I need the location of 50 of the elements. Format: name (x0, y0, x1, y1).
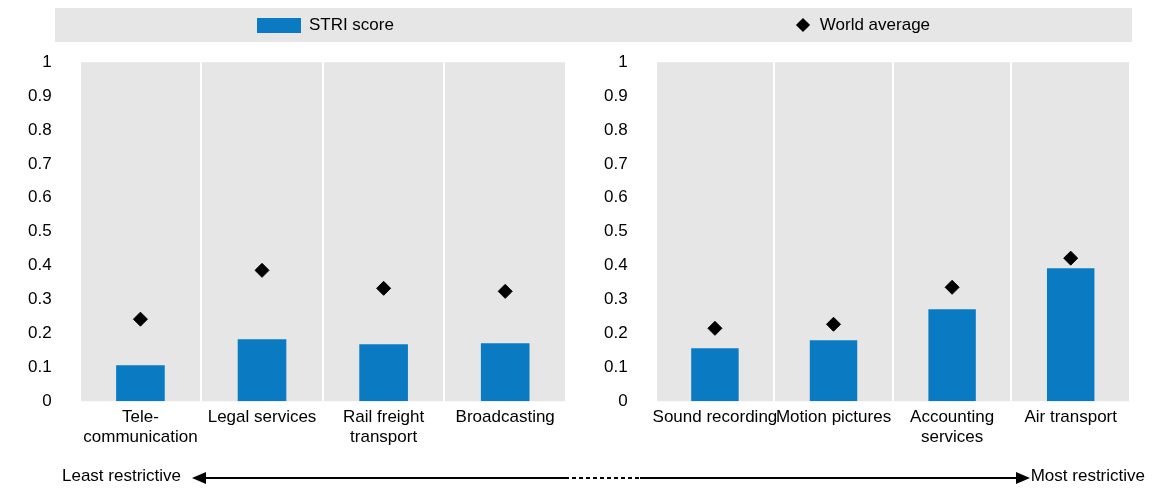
x-tick-label: Sound recording (652, 407, 778, 427)
y-tick-label: 0 (618, 390, 628, 410)
x-tick-label: Tele-communication (83, 407, 198, 447)
y-tick-label: 0.6 (27, 187, 52, 207)
legend-label: STRI score (308, 15, 394, 35)
y-tick-label: 0.4 (27, 255, 52, 275)
bar (928, 309, 976, 402)
y-tick-label: 0.7 (27, 153, 52, 173)
y-tick-label: 0.2 (27, 323, 52, 343)
y-tick-label: 0 (42, 390, 52, 410)
y-tick-label: 0.4 (603, 255, 628, 275)
y-tick-label: 0.9 (603, 85, 628, 105)
y-tick-label: 0.2 (603, 323, 628, 343)
y-tick-label: 0.5 (27, 221, 52, 241)
y-tick-label: 1 (618, 51, 628, 71)
bar (237, 339, 287, 402)
text: Most restrictive (1030, 466, 1145, 486)
bar (480, 343, 530, 402)
point (497, 283, 513, 299)
y-tick-label: 0.3 (603, 289, 628, 309)
y-tick-label: 0.8 (603, 119, 628, 139)
bar (359, 344, 408, 402)
x-tick-label: Air transport (1024, 407, 1118, 427)
x-tick-label: Broadcasting (455, 407, 555, 427)
x-tick-label: Motion pictures (775, 407, 892, 427)
text: Least restrictive (62, 466, 182, 486)
bar (809, 340, 858, 402)
bar (116, 365, 165, 402)
y-tick-label: 0.7 (603, 153, 628, 173)
y-tick-label: 0.3 (27, 289, 52, 309)
y-tick-label: 0.1 (603, 356, 628, 376)
x-tick-label: Rail freight transport (342, 407, 425, 447)
x-tick-label: Legal services (207, 407, 317, 427)
point (944, 279, 960, 295)
point (132, 311, 148, 327)
bar (691, 348, 739, 402)
bar (1046, 268, 1095, 402)
y-tick-label: 0.9 (27, 85, 52, 105)
y-tick-label: 0.5 (603, 221, 628, 241)
y-tick-label: 0.6 (603, 187, 628, 207)
y-tick-label: 0.8 (27, 119, 52, 139)
legend-label: World average (819, 15, 931, 35)
y-tick-label: 1 (42, 51, 52, 71)
point (254, 262, 270, 278)
y-tick-label: 0.1 (27, 356, 52, 376)
point (707, 320, 723, 336)
point (376, 280, 392, 296)
point (1063, 250, 1079, 266)
point (826, 316, 842, 332)
x-tick-label: Accounting services (910, 407, 995, 447)
